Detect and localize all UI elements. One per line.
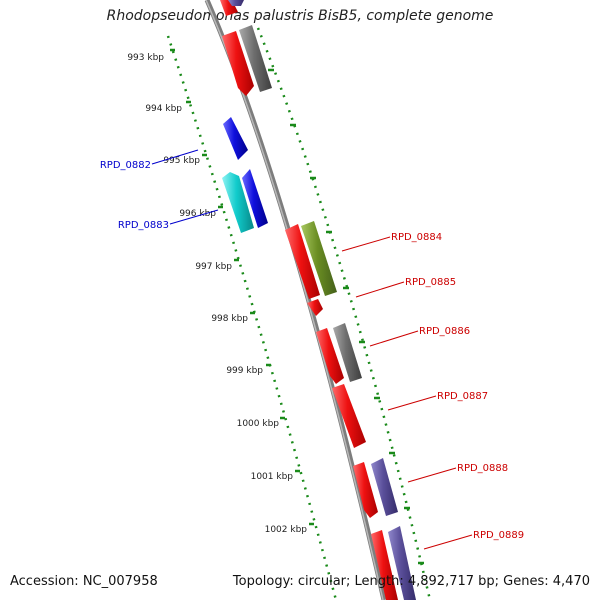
gene-cyan[interactable] xyxy=(222,172,254,233)
kbp-label: 993 kbp xyxy=(127,53,164,63)
kbp-label: 1002 kbp xyxy=(265,525,308,535)
kbp-label: 999 kbp xyxy=(226,366,263,376)
gene-blue[interactable] xyxy=(223,117,248,160)
kbp-label: 998 kbp xyxy=(211,314,248,324)
gene-red[interactable] xyxy=(371,530,398,600)
inner-major-ticks xyxy=(170,48,314,526)
outer-major-ticks xyxy=(268,68,424,565)
gene-gray[interactable] xyxy=(239,25,272,92)
kbp-label: 1000 kbp xyxy=(237,419,280,429)
genome-summary-text: Topology: circular; Length: 4,892,717 bp… xyxy=(232,574,590,589)
gene-label-right[interactable]: RPD_0885 xyxy=(405,277,456,288)
kbp-label: 995 kbp xyxy=(163,156,200,166)
gene-gray[interactable] xyxy=(333,323,362,382)
kbp-label: 994 kbp xyxy=(145,104,182,114)
genome-backbone-highlight xyxy=(205,0,384,600)
map-title: Rhodopseudomonas palustris BisB5, comple… xyxy=(106,8,494,24)
reverse-strand-genes xyxy=(220,0,398,600)
genome-backbone xyxy=(204,0,387,600)
gene-red[interactable] xyxy=(316,328,344,384)
gene-label-left[interactable]: RPD_0883 xyxy=(118,220,169,231)
kbp-label: 997 kbp xyxy=(195,262,232,272)
gene-olive[interactable] xyxy=(301,221,337,296)
gene-label-leaders xyxy=(151,149,473,550)
gene-blue[interactable] xyxy=(242,169,268,228)
gene-label-right[interactable]: RPD_0886 xyxy=(419,326,470,337)
gene-red[interactable] xyxy=(285,224,320,299)
gene-slate[interactable] xyxy=(388,526,416,600)
gene-slate[interactable] xyxy=(228,0,244,6)
kbp-label: 996 kbp xyxy=(179,209,216,219)
kbp-labels: 993 kbp 994 kbp 995 kbp 996 kbp 997 kbp … xyxy=(127,53,307,535)
gene-red[interactable] xyxy=(332,384,366,448)
gene-red[interactable] xyxy=(353,462,378,518)
gene-slate[interactable] xyxy=(371,458,398,516)
outer-tick-ring xyxy=(256,27,432,600)
accession-text: Accession: NC_007958 xyxy=(10,574,158,589)
gene-red[interactable] xyxy=(222,31,254,96)
gene-label-right[interactable]: RPD_0888 xyxy=(457,463,508,474)
kbp-label: 1001 kbp xyxy=(251,472,294,482)
forward-strand-genes xyxy=(228,0,416,600)
gene-label-right[interactable]: RPD_0887 xyxy=(437,391,488,402)
gene-label-right[interactable]: RPD_0884 xyxy=(391,232,442,243)
gene-labels: RPD_0882 RPD_0883 RPD_0884 RPD_0885 RPD_… xyxy=(100,160,524,541)
gene-red[interactable] xyxy=(307,299,323,316)
gene-label-right[interactable]: RPD_0889 xyxy=(473,530,524,541)
gene-label-left[interactable]: RPD_0882 xyxy=(100,160,151,171)
